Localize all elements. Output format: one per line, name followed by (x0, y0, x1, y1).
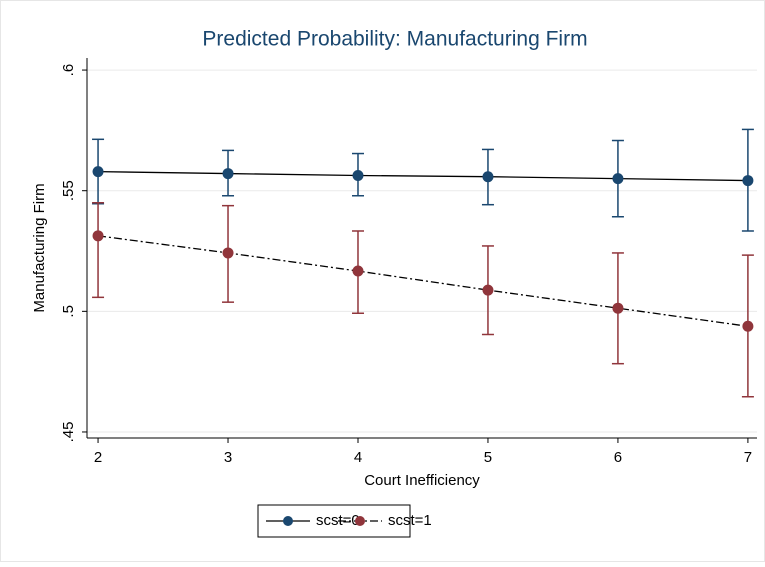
marker (482, 171, 494, 183)
legend-marker (355, 516, 365, 526)
x-tick-label: 4 (354, 449, 362, 466)
x-tick-label: 2 (94, 449, 102, 466)
y-tick-label: .6 (60, 64, 77, 77)
marker (222, 247, 234, 259)
marker (92, 230, 104, 242)
marker (612, 302, 624, 314)
chart-title: Predicted Probability: Manufacturing Fir… (202, 28, 587, 51)
y-tick-label: .45 (60, 422, 77, 443)
legend-marker (283, 516, 293, 526)
y-tick-label: .5 (60, 305, 77, 318)
y-axis-label: Manufacturing Firm (31, 183, 48, 312)
legend-label: scst=1 (388, 512, 432, 529)
x-tick-label: 7 (744, 449, 752, 466)
marker (742, 175, 754, 187)
marker (352, 169, 364, 181)
marker (222, 168, 234, 180)
marker (742, 320, 754, 332)
series-line (98, 170, 748, 182)
legend-label: scst=0 (316, 512, 360, 529)
legend: scst=0 scst=1 (257, 504, 432, 538)
marker (92, 166, 104, 178)
plot-area (87, 58, 757, 438)
x-tick-label: 6 (614, 449, 622, 466)
x-tick-label: 5 (484, 449, 492, 466)
series-line (97, 235, 748, 327)
marker (612, 173, 624, 185)
x-tick-label: 3 (224, 449, 232, 466)
x-axis-label: Court Inefficiency (364, 472, 480, 489)
marker (482, 284, 494, 296)
marker (352, 265, 364, 277)
y-tick-label: .55 (60, 180, 77, 201)
